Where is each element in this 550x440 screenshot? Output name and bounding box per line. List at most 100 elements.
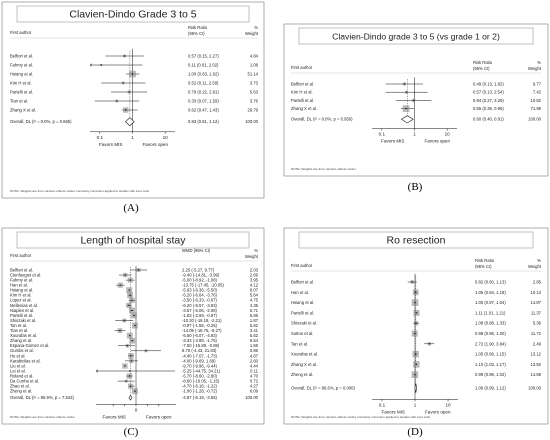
panel-c-study-ci-text: -8.60 (-16.05, -1.15) (182, 379, 220, 384)
panel-a-header-author: First author (10, 30, 32, 35)
panel-c-study-ci-text: -5.25 (-44.75, 34.21) (182, 368, 221, 373)
panel-b-x-tick-label: 1 (413, 132, 416, 137)
panel-d-study-point (414, 332, 416, 335)
panel-c-study-label: Tan et al. (10, 323, 27, 328)
panel-c-study-point (129, 370, 131, 372)
panel-b-study-label: Zhang X et al. (291, 106, 317, 111)
panel-c-study-ci-text: -5.70 (-8.60, -2.80) (182, 373, 218, 378)
panel-b-title-box (298, 27, 534, 45)
panel-a-study-label: Fahmy et al. (10, 62, 33, 67)
panel-a-study-ci-text: 1.00 (0.63, 1.62) (188, 71, 219, 76)
panel-c-study-weight: 4.75 (250, 298, 259, 303)
panel-c-study-label: Belfiori et al. (10, 267, 33, 272)
panel-d-study-weight: 2.85 (533, 279, 542, 284)
panel-a-study-label: Tian et al. (10, 98, 28, 103)
panel-a-study-point (131, 73, 134, 75)
panel-c-study-label: Partelli et al. (10, 313, 33, 318)
panel-a-x-tick-label: 1 (131, 135, 134, 140)
panel-b-study-point (412, 99, 415, 102)
panel-d-study-label: Xourafas et al. (291, 352, 318, 357)
panel-b-overall-weight: 100.00 (528, 117, 541, 122)
panel-b-title: Clavien-Dindo grade 3 to 5 (vs grade 1 o… (332, 32, 500, 42)
panel-c-study-label: Lopez et al. (10, 298, 32, 303)
panel-c-study-point (134, 324, 136, 327)
panel-c-header-weight: Weight (245, 254, 259, 259)
panel-d-study-ci-text: 1.10 (1.03, 1.17) (475, 362, 506, 367)
panel-c-study-weight: 6.09 (250, 389, 259, 394)
panel-c-study-point (134, 390, 136, 392)
panel-c-study-weight: 5.62 (250, 333, 259, 338)
panel-b-study-weight: 71.99 (531, 106, 542, 111)
panel-a: Clavien-Dindo Grade 3 to 5 First author Ri… (1, 1, 265, 199)
panel-c-study-point (125, 380, 127, 382)
panel-c-study-ci-text: 2.25 (-5.27, 9.77) (182, 267, 215, 272)
panel-c-study-ci-text: -13.75 (-17.45, -10.05) (182, 283, 225, 288)
panel-d-overall-weight: 100.00 (528, 386, 541, 391)
panel-d-x-tick-label: 10 (445, 402, 451, 407)
panel-d-study-weight: 13.50 (531, 362, 542, 367)
panel-a-study-label: Partelli et al. (10, 89, 33, 94)
panel-c-study-weight: 4.44 (250, 363, 259, 368)
panel-d-study-label: Tan et al. (291, 341, 308, 346)
panel-c-study-weight: 1.87 (250, 318, 259, 323)
panel-c-study-ci-text: -1.00 (-1.28, -0.72) (182, 389, 218, 394)
panel-d-study-weight: 10.13 (531, 290, 542, 295)
panel-d-study-label: Zhang X et al. (291, 362, 317, 367)
panel-c-study-label: Espana-Gomez et al. (10, 343, 49, 348)
panel-a-overall-label: Overall, DL (I² = 0.0%, p = 0.665) (10, 119, 72, 124)
panel-c-study-ci-text: -5.50 (-6.07, -4.93) (182, 333, 218, 338)
panel-c-study-label: Xourafas et al. (10, 333, 37, 338)
panel-d-study-weight: 5.36 (533, 321, 542, 326)
panel-c-study-label: Mellenias et al. (10, 303, 38, 308)
panel-a-border (1, 1, 265, 199)
panel-b-study-point (403, 83, 406, 85)
panel-b-header-weight-pct: % (537, 60, 541, 65)
panel-c-study-ci-text: -3.33 (-3.88, -1.75) (182, 338, 218, 343)
panel-c-study-label: Tian et al. (10, 328, 28, 333)
panel-d-border (283, 227, 549, 425)
panel-a-study-weight: 1.08 (250, 62, 259, 67)
panel-b-overall-label: Overall, DL (I² = 0.0%, p = 0.956) (291, 117, 353, 122)
panel-c-study-point (124, 365, 126, 367)
panel-a-study-label: Zhang X et al. (10, 107, 36, 112)
panel-c-study-ci-text: -10.20 (-18.18, -2.21) (182, 318, 222, 323)
panel-c-study-point (131, 299, 133, 301)
panel-a-title-box (16, 5, 250, 23)
panel-c-study-ci-text: -4.00 (-9.69, 1.69) (182, 358, 216, 363)
panel-c-study-point (131, 340, 133, 342)
panel-b-label: (B) (408, 181, 423, 193)
panel-d-study-ci-text: 0.98 (0.96, 1.00) (475, 331, 506, 336)
panel-c-study-weight: 5.54 (250, 338, 259, 343)
panel-a-x-tick-label: 0.1 (97, 135, 104, 140)
panel-c-header-stat: WMD (95% CI) (182, 248, 211, 253)
panel-c-study-point (129, 294, 131, 296)
panel-a-study-point (116, 100, 118, 102)
panel-d-study-weight: 14.87 (531, 300, 542, 305)
panel-d-study-ci-text: 1.11 (1.01, 1.21) (475, 310, 506, 315)
panel-c-study-weight: 2.69 (250, 272, 259, 277)
panel-c-study-ci-text: -4.40 (-7.07, -1.73) (182, 353, 218, 358)
panel-c-study-point (130, 355, 132, 357)
panel-b-border (283, 23, 549, 177)
panel-d-study-point (414, 374, 416, 376)
panel-d-overall-ci-text: 1.06 (0.99, 1.12) (475, 386, 506, 391)
panel-c-study-point (130, 360, 133, 362)
panel-c-study-weight: 4.27 (250, 384, 259, 389)
panel-b-study-label: Belfiori et al. (291, 81, 314, 86)
panel-d-title-box (298, 231, 534, 249)
panel-b-study-weight: 9.77 (533, 81, 542, 86)
panel-c-study-ci-text: -4.70 (-6.16, -1.22) (182, 384, 218, 389)
panel-b-x-tick-label: 0.1 (379, 132, 386, 137)
panel-c-study-label: Hu et al. (10, 353, 26, 358)
panel-a-study-ci-text: 0.79 (0.22, 2.81) (188, 89, 219, 94)
panel-a-study-arrow-left (89, 63, 93, 67)
panel-d-title: Ro resection (387, 235, 446, 247)
panel-b-study-ci-text: 0.57 (0.13, 2.54) (473, 90, 504, 95)
panel-d-overall-label: Overall, DL (I² = 86.6%, p = 0.000) (291, 386, 355, 391)
panel-c-study-ci-text: -6.20 (-8.57, -3.83) (182, 303, 218, 308)
panel-d-study-point (415, 363, 418, 366)
panel-a-study-point (125, 109, 127, 111)
panel-b-study-point (405, 91, 408, 93)
panel-c-study-point (133, 314, 135, 317)
panel-c-study-label: Fahmy et al. (10, 278, 33, 283)
